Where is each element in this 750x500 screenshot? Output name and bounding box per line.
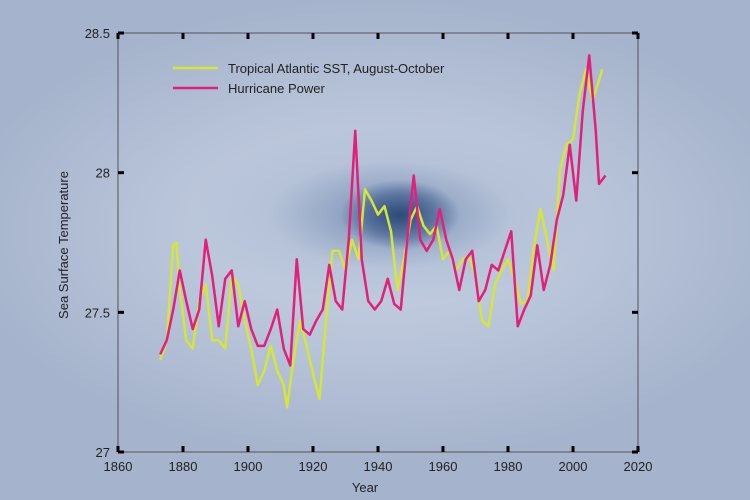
x-tick-label: 1940 <box>364 459 393 474</box>
legend-label: Tropical Atlantic SST, August-October <box>228 61 445 76</box>
plot-frame <box>117 32 639 453</box>
y-tick-label: 27 <box>96 445 110 460</box>
line <box>159 68 604 409</box>
y-axis-label: Sea Surface Temperature <box>56 171 71 319</box>
legend-label: Hurricane Power <box>228 81 325 96</box>
x-tick-label: 1980 <box>494 459 523 474</box>
line <box>159 54 607 367</box>
x-tick-label: 1920 <box>299 459 328 474</box>
x-axis-label: Year <box>352 480 379 495</box>
y-tick-label: 27.5 <box>85 305 110 320</box>
x-tick-label: 2020 <box>624 459 653 474</box>
x-tick-label: 1860 <box>104 459 133 474</box>
y-tick-label: 28.5 <box>85 26 110 41</box>
y-tick-label: 28 <box>96 166 110 181</box>
x-tick-label: 1880 <box>169 459 198 474</box>
x-tick-label: 2000 <box>559 459 588 474</box>
x-tick-label: 1960 <box>429 459 458 474</box>
x-tick-label: 1900 <box>234 459 263 474</box>
